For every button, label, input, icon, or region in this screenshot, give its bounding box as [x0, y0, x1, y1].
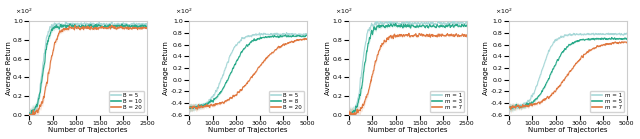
Y-axis label: Average Return: Average Return — [6, 41, 12, 95]
Text: $\times10^2$: $\times10^2$ — [15, 6, 33, 16]
Y-axis label: Average Return: Average Return — [483, 41, 489, 95]
X-axis label: Number of Trajectories: Number of Trajectories — [208, 127, 288, 133]
X-axis label: Number of Trajectories: Number of Trajectories — [528, 127, 607, 133]
Text: $\times10^2$: $\times10^2$ — [495, 6, 512, 16]
Text: $\times10^2$: $\times10^2$ — [335, 6, 352, 16]
Legend: m = 1, m = 5, m = 7: m = 1, m = 5, m = 7 — [590, 91, 624, 112]
X-axis label: Number of Trajectories: Number of Trajectories — [48, 127, 128, 133]
Legend: B = 5, B = 8, B = 20: B = 5, B = 8, B = 20 — [269, 91, 304, 112]
Text: $\times10^2$: $\times10^2$ — [175, 6, 193, 16]
Legend: m = 1, m = 3, m = 7: m = 1, m = 3, m = 7 — [430, 91, 464, 112]
Legend: B = 5, B = 10, B = 20: B = 5, B = 10, B = 20 — [109, 91, 144, 112]
Y-axis label: Average Return: Average Return — [325, 41, 332, 95]
Y-axis label: Average Return: Average Return — [163, 41, 169, 95]
X-axis label: Number of Trajectories: Number of Trajectories — [368, 127, 447, 133]
